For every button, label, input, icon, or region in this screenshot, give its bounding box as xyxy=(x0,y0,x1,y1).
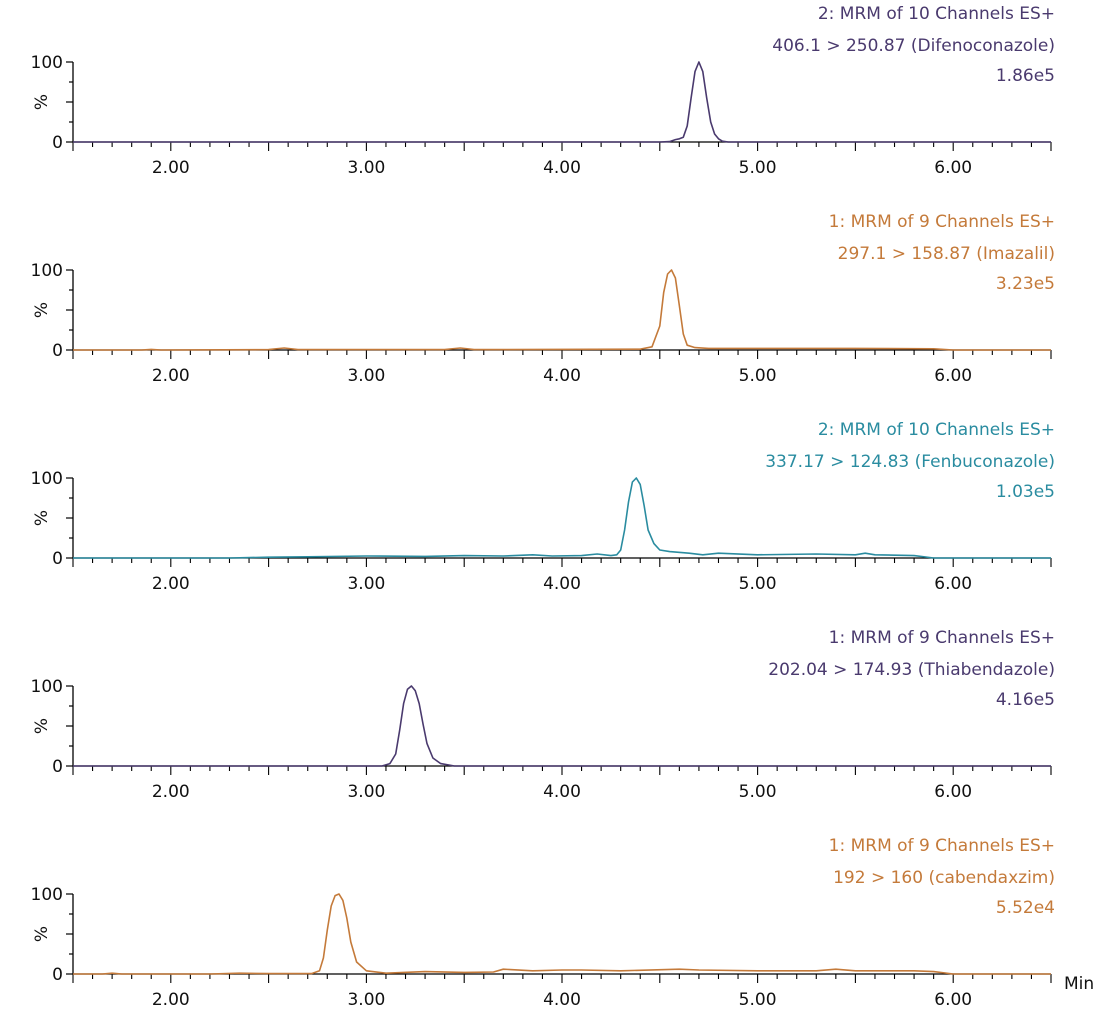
x-tick-label: 4.00 xyxy=(543,990,581,1010)
x-tick-label: 5.00 xyxy=(739,366,777,386)
panel-intensity: 5.52e4 xyxy=(996,898,1055,918)
x-tick-label: 5.00 xyxy=(739,574,777,594)
chromatogram-trace xyxy=(73,893,1051,975)
x-tick-label: 6.00 xyxy=(934,366,972,386)
panel-intensity: 1.86e5 xyxy=(996,66,1055,86)
x-tick-label: 3.00 xyxy=(347,990,385,1010)
x-tick-label: 3.00 xyxy=(347,158,385,178)
chromatogram-panel-5: 1: MRM of 9 Channels ES+ 192 > 160 (caben… xyxy=(31,836,1055,1010)
chromatogram-trace xyxy=(73,685,1051,767)
panel-intensity: 1.03e5 xyxy=(996,482,1055,502)
x-tick-label: 6.00 xyxy=(934,990,972,1010)
y-axis-label: % xyxy=(32,718,52,734)
panel-transition-label: 192 > 160 (cabendaxzim) xyxy=(833,868,1055,888)
x-tick-label: 2.00 xyxy=(152,366,190,386)
y-tick-label-100: 100 xyxy=(31,53,63,73)
y-axis-label: % xyxy=(32,94,52,110)
x-tick-label: 6.00 xyxy=(934,574,972,594)
y-tick-label-100: 100 xyxy=(31,261,63,281)
x-tick-label: 4.00 xyxy=(543,574,581,594)
panel-title: 2: MRM of 10 Channels ES+ xyxy=(818,4,1055,24)
x-tick-label: 6.00 xyxy=(934,782,972,802)
x-tick-label: 6.00 xyxy=(934,158,972,178)
panel-transition-label: 297.1 > 158.87 (Imazalil) xyxy=(838,244,1055,264)
chromatogram-trace xyxy=(73,477,1051,559)
x-tick-label: 3.00 xyxy=(347,782,385,802)
y-tick-label-0: 0 xyxy=(52,757,63,777)
x-tick-label: 2.00 xyxy=(152,782,190,802)
y-axis-label: % xyxy=(32,926,52,942)
y-axis-label: % xyxy=(32,510,52,526)
x-tick-label: 2.00 xyxy=(152,158,190,178)
y-tick-label-100: 100 xyxy=(31,677,63,697)
x-tick-label: 5.00 xyxy=(739,782,777,802)
panel-intensity: 4.16e5 xyxy=(996,690,1055,710)
panel-intensity: 3.23e5 xyxy=(996,274,1055,294)
x-tick-label: 2.00 xyxy=(152,990,190,1010)
x-tick-label: 3.00 xyxy=(347,366,385,386)
panel-title: 1: MRM of 9 Channels ES+ xyxy=(829,628,1055,648)
chromatogram-panel-2: 1: MRM of 9 Channels ES+ 297.1 > 158.87 (… xyxy=(31,212,1055,386)
panel-transition-label: 202.04 > 174.93 (Thiabendazole) xyxy=(768,660,1055,680)
chromatogram-panel-3: 2: MRM of 10 Channels ES+ 337.17 > 124.83… xyxy=(31,420,1055,594)
chromatogram-trace xyxy=(73,269,1051,351)
y-tick-label-0: 0 xyxy=(52,341,63,361)
x-tick-label: 5.00 xyxy=(739,158,777,178)
x-tick-label: 3.00 xyxy=(347,574,385,594)
chromatogram-panel-4: 1: MRM of 9 Channels ES+ 202.04 > 174.93 … xyxy=(31,628,1055,802)
chromatogram-trace xyxy=(73,61,1051,143)
x-tick-label: 4.00 xyxy=(543,366,581,386)
y-axis-label: % xyxy=(32,302,52,318)
x-tick-label: 2.00 xyxy=(152,574,190,594)
panel-transition-label: 337.17 > 124.83 (Fenbuconazole) xyxy=(765,452,1055,472)
panel-title: 1: MRM of 9 Channels ES+ xyxy=(829,836,1055,856)
y-tick-label-0: 0 xyxy=(52,133,63,153)
y-tick-label-100: 100 xyxy=(31,885,63,905)
panel-title: 2: MRM of 10 Channels ES+ xyxy=(818,420,1055,440)
chromatogram-panel-1: 2: MRM of 10 Channels ES+ 406.1 > 250.87 … xyxy=(31,4,1055,178)
x-tick-label: 5.00 xyxy=(739,990,777,1010)
x-tick-label: 4.00 xyxy=(543,158,581,178)
y-tick-label-0: 0 xyxy=(52,549,63,569)
y-tick-label-0: 0 xyxy=(52,965,63,985)
panel-title: 1: MRM of 9 Channels ES+ xyxy=(829,212,1055,232)
x-axis-unit-label: Min xyxy=(1064,974,1094,994)
y-tick-label-100: 100 xyxy=(31,469,63,489)
x-tick-label: 4.00 xyxy=(543,782,581,802)
panel-transition-label: 406.1 > 250.87 (Difenoconazole) xyxy=(772,36,1055,56)
